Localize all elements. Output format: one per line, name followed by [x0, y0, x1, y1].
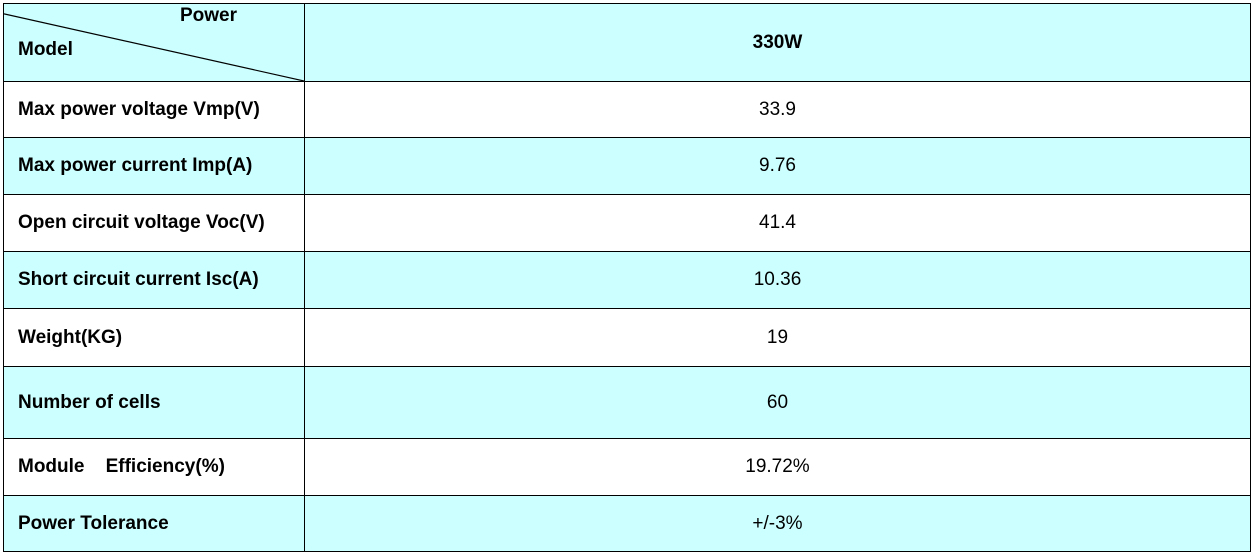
row-label: Weight(KG)	[3, 308, 305, 367]
row-value: 19	[304, 308, 1251, 367]
row-label: Open circuit voltage Voc(V)	[3, 194, 305, 252]
row-label: Short circuit current Isc(A)	[3, 251, 305, 309]
row-value: 19.72%	[304, 438, 1251, 496]
header-model-label: Model	[18, 39, 73, 60]
row-label: Max power current Imp(A)	[3, 137, 305, 195]
diagonal-divider	[4, 13, 304, 81]
row-value: 60	[304, 366, 1251, 439]
header-corner-cell: Power Model	[3, 3, 305, 82]
header-power-label: Power	[180, 5, 238, 26]
row-label: Max power voltage Vmp(V)	[3, 81, 305, 138]
row-label: Module Efficiency(%)	[3, 438, 305, 496]
table-row: Number of cells 60	[3, 366, 1251, 439]
row-value: 33.9	[304, 81, 1251, 138]
header-row: Power Model 330W	[3, 3, 1251, 82]
row-value: 10.36	[304, 251, 1251, 309]
table-row: Max power current Imp(A) 9.76	[3, 137, 1251, 195]
table-row: Open circuit voltage Voc(V) 41.4	[3, 194, 1251, 252]
row-value: +/-3%	[304, 495, 1251, 552]
row-value: 9.76	[304, 137, 1251, 195]
table-row: Short circuit current Isc(A) 10.36	[3, 251, 1251, 309]
row-label: Power Tolerance	[3, 495, 305, 552]
row-label: Number of cells	[3, 366, 305, 439]
row-value: 41.4	[304, 194, 1251, 252]
table-row: Weight(KG) 19	[3, 308, 1251, 367]
table-row: Module Efficiency(%) 19.72%	[3, 438, 1251, 496]
table-row: Max power voltage Vmp(V) 33.9	[3, 81, 1251, 138]
spec-table: Power Model 330W Max power voltage Vmp(V…	[3, 3, 1251, 552]
table-row: Power Tolerance +/-3%	[3, 495, 1251, 552]
header-model-value: 330W	[304, 3, 1251, 82]
